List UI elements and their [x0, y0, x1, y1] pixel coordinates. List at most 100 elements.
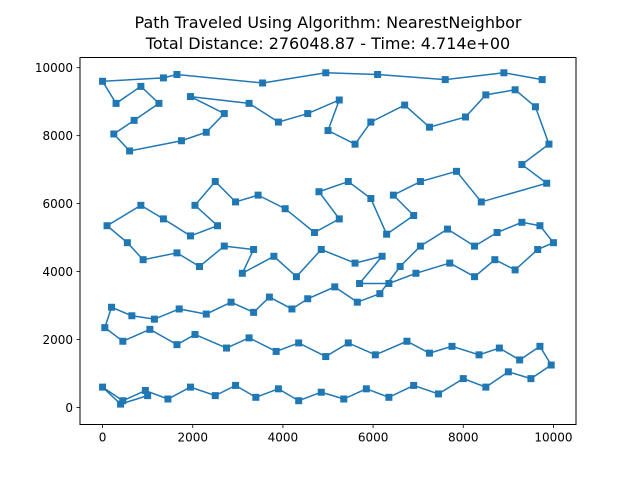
data-point: [511, 86, 519, 94]
y-tick-label: 0: [65, 401, 73, 415]
data-point: [295, 397, 303, 405]
data-point: [351, 140, 359, 148]
data-point: [536, 222, 544, 230]
data-point: [443, 225, 451, 233]
data-point: [173, 249, 181, 257]
data-point: [410, 212, 418, 220]
data-point: [353, 298, 361, 306]
x-tick-label: 2000: [177, 431, 208, 445]
data-point: [356, 279, 364, 287]
data-point: [186, 232, 194, 240]
x-axis: 0 2000 4000 6000 8000 10000: [99, 424, 573, 445]
y-tick-label: 4000: [42, 265, 73, 279]
data-point: [202, 310, 210, 318]
x-tick-label: 10000: [534, 431, 572, 445]
data-point: [304, 295, 312, 303]
data-point: [491, 256, 499, 264]
data-point: [448, 342, 456, 350]
data-point: [403, 337, 411, 345]
y-tick-label: 2000: [42, 333, 73, 347]
y-tick-label: 10000: [35, 61, 73, 75]
data-point: [159, 215, 167, 223]
data-point: [159, 74, 167, 82]
data-point: [549, 239, 557, 247]
data-point: [175, 305, 183, 313]
data-point: [137, 201, 145, 209]
data-point: [322, 353, 330, 361]
data-point: [245, 99, 253, 107]
data-point: [150, 315, 158, 323]
data-point: [259, 79, 267, 87]
data-point: [191, 201, 199, 209]
data-point: [281, 205, 289, 213]
data-point: [108, 303, 116, 311]
data-point: [211, 392, 219, 400]
data-point: [536, 342, 544, 350]
data-point: [123, 239, 131, 247]
data-point: [238, 269, 246, 277]
data-point: [462, 113, 470, 121]
data-point: [317, 388, 325, 396]
plot-area: [99, 69, 557, 408]
data-point: [412, 269, 420, 277]
data-point: [516, 356, 524, 364]
data-point: [335, 215, 343, 223]
x-tick-label: 6000: [358, 431, 389, 445]
data-point: [211, 178, 219, 186]
data-point: [110, 130, 118, 138]
data-point: [126, 147, 134, 155]
data-point: [374, 70, 382, 78]
data-point: [250, 308, 258, 316]
data-point: [518, 161, 526, 169]
data-point: [534, 246, 542, 253]
data-point: [547, 361, 555, 369]
data-point: [186, 93, 194, 101]
data-point: [324, 127, 332, 135]
data-point: [173, 70, 181, 78]
data-point: [367, 195, 375, 203]
data-point: [425, 123, 433, 131]
data-point: [511, 266, 519, 274]
data-point: [340, 395, 348, 403]
data-point: [493, 229, 501, 236]
data-point: [383, 230, 391, 238]
data-point: [545, 140, 553, 148]
data-point: [128, 312, 136, 320]
data-point: [315, 188, 323, 196]
data-point: [139, 256, 147, 264]
data-point: [177, 137, 185, 145]
data-point: [220, 242, 228, 250]
data-point: [103, 222, 111, 230]
data-point: [446, 259, 454, 267]
data-point: [317, 246, 325, 253]
data-point: [385, 393, 393, 401]
data-point: [99, 77, 107, 85]
data-point: [245, 334, 253, 342]
y-tick-label: 6000: [42, 197, 73, 211]
data-point: [272, 347, 280, 355]
data-point: [119, 337, 127, 345]
data-point: [410, 381, 418, 389]
data-point: [441, 76, 449, 84]
data-point: [459, 375, 467, 383]
data-point: [482, 383, 490, 391]
data-point: [252, 393, 260, 401]
data-point: [101, 324, 109, 332]
data-point: [130, 116, 138, 124]
chart-subtitle: Total Distance: 276048.87 - Time: 4.714e…: [145, 34, 510, 53]
data-point: [538, 76, 546, 84]
data-point: [331, 283, 339, 291]
data-point: [471, 273, 479, 281]
data-point: [527, 375, 535, 383]
data-point: [322, 69, 330, 77]
data-point: [137, 82, 145, 90]
data-point: [500, 69, 508, 77]
data-point: [117, 400, 125, 408]
data-point: [250, 246, 258, 253]
data-point: [164, 395, 172, 403]
data-point: [543, 179, 551, 187]
data-point: [191, 330, 199, 338]
data-point: [351, 259, 359, 267]
data-point: [288, 305, 296, 313]
